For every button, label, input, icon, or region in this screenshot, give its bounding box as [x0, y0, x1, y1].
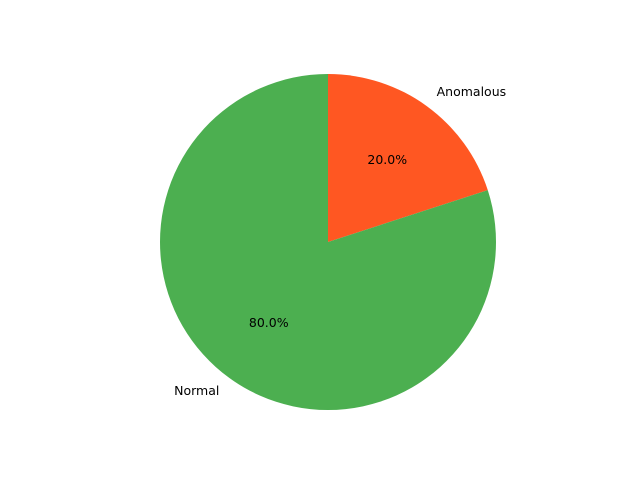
- slice-label-anomalous: Anomalous: [437, 84, 507, 99]
- pie-slices: [160, 74, 496, 411]
- slice-percent-anomalous: 20.0%: [367, 152, 407, 167]
- pie-slice-normal: [160, 74, 496, 411]
- slice-label-normal: Normal: [174, 383, 219, 398]
- pie-slice-anomalous: [328, 74, 488, 242]
- slice-percent-normal: 80.0%: [249, 315, 289, 330]
